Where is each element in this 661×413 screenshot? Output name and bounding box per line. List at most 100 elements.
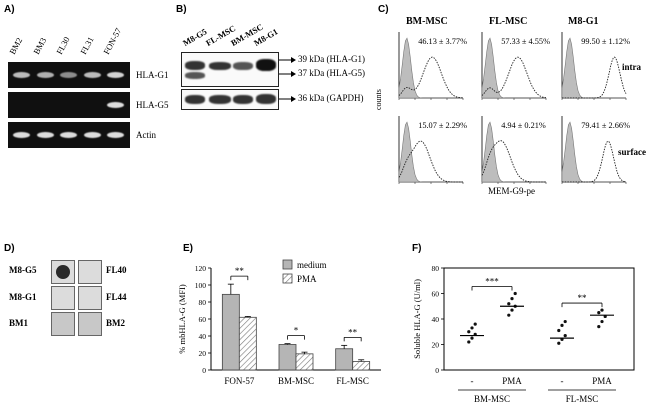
dot-label-bm1: BM1	[9, 318, 28, 328]
f-point	[557, 328, 561, 333]
lane-label-0: BM2	[7, 35, 25, 56]
facs-percent: 57.33 ± 4.55%	[501, 37, 550, 46]
gel-band	[83, 72, 101, 78]
f-point	[507, 313, 511, 317]
label-37kda: 37 kDa (HLA-G5)	[298, 68, 365, 78]
panel-c-label: C)	[378, 4, 389, 15]
f-ytick: 60	[432, 290, 440, 299]
f-point	[470, 336, 474, 340]
isotype-histogram	[481, 121, 546, 183]
facs-plot-r1-c1: 4.94 ± 0.21%	[481, 116, 547, 184]
e-ylabel: % mbHLA-G (MFI)	[177, 284, 187, 354]
panel-d-label: D)	[4, 243, 15, 254]
e-significance: *	[294, 326, 299, 336]
e-bar-medium-FON-57	[221, 293, 240, 371]
e-bar-medium-FL-MSC	[335, 348, 354, 371]
e-ytick: 120	[195, 264, 207, 273]
f-point	[597, 325, 601, 329]
label-39kda: 39 kDa (HLA-G1)	[298, 54, 365, 64]
gel-band	[107, 132, 124, 138]
dot-label-m8-g1: M8-G1	[9, 292, 37, 302]
row-surface: surface	[618, 147, 646, 157]
e-bar-medium-BM-MSC	[278, 344, 297, 371]
gel-band	[36, 132, 54, 138]
f-condition-label: PMA	[592, 376, 612, 386]
e-ytick: 100	[195, 281, 207, 290]
f-point	[600, 308, 604, 312]
f-point	[510, 297, 514, 301]
stained-histogram	[481, 140, 546, 183]
lane-label-4: FON-57	[101, 26, 124, 56]
dot-fl44	[78, 286, 102, 310]
lane-label-1: BM3	[30, 35, 48, 56]
f-point	[510, 308, 514, 312]
dot-label-fl40: FL40	[106, 265, 127, 275]
isotype-histogram	[398, 37, 463, 99]
panel-b-arrows	[279, 57, 296, 102]
bar-chart-e: 0 20 40 60 80 100 120 % mbHLA-G (MFI) ** FON-57 * B…	[177, 259, 381, 386]
facs-percent: 4.94 ± 0.21%	[501, 121, 546, 130]
facs-percent: 15.07 ± 2.29%	[418, 121, 467, 130]
dot-label-fl44: FL44	[106, 292, 127, 302]
flow-cytometry-grid: 46.13 ± 3.77% 57.33 ± 4.55% 99.50 ± 1.12% 1…	[398, 32, 630, 184]
f-group-1: FL-MSC	[566, 394, 599, 404]
e-bar-PMA-FL-MSC	[352, 361, 371, 371]
gel-row-label-0: HLA-G1	[136, 70, 169, 80]
e-legend-label-1: PMA	[297, 274, 317, 284]
e-category-1: BM-MSC	[278, 376, 314, 386]
gel-band	[107, 102, 124, 108]
f-point	[563, 319, 567, 324]
f-point	[597, 311, 601, 315]
f-point	[473, 322, 477, 326]
western-blot-gapdh	[181, 89, 279, 110]
facs-plot-r1-c0: 15.07 ± 2.29%	[398, 116, 467, 184]
label-36kda: 36 kDa (GAPDH)	[298, 93, 364, 103]
f-point	[560, 323, 564, 327]
e-bar-PMA-BM-MSC	[295, 353, 314, 371]
stained-histogram	[398, 56, 464, 99]
e-ytick: 80	[199, 298, 207, 307]
f-point	[600, 319, 604, 324]
e-legend-swatch-1	[282, 273, 293, 284]
lane-label-2: FL30	[54, 35, 72, 56]
stained-histogram	[481, 56, 547, 99]
f-condition-label: PMA	[502, 376, 522, 386]
scatter-chart-f: 0 20 40 60 80 Soluble HLA-G (U/ml) - PMA *** BM-M…	[412, 264, 635, 404]
f-ytick: 20	[432, 341, 440, 350]
gel-band	[13, 72, 30, 78]
gel-band	[36, 72, 54, 78]
dot-bm1	[51, 312, 75, 336]
panel-b-label: B)	[176, 4, 187, 15]
f-significance: **	[578, 293, 588, 303]
f-ytick: 0	[435, 366, 439, 375]
col-fl-msc: FL-MSC	[489, 16, 528, 27]
e-significance: **	[235, 266, 245, 276]
isotype-histogram	[561, 37, 626, 99]
f-ytick: 40	[432, 315, 440, 324]
f-point	[563, 333, 567, 338]
f-group-0: BM-MSC	[474, 394, 510, 404]
dot-m8-g5	[51, 260, 75, 284]
e-ytick: 0	[202, 366, 206, 375]
isotype-histogram	[561, 121, 626, 183]
stained-histogram	[398, 140, 463, 183]
western-blot-top	[181, 52, 279, 87]
facs-plot-r0-c0: 46.13 ± 3.77%	[398, 32, 467, 100]
e-ytick: 60	[199, 315, 207, 324]
dot-m8-g1	[51, 286, 75, 310]
gel-band	[83, 132, 101, 138]
gel-row-1	[8, 92, 130, 118]
dot-label-bm2: BM2	[106, 318, 125, 328]
gel-row-0	[8, 62, 130, 88]
facs-percent: 99.50 ± 1.12%	[581, 37, 630, 46]
f-point	[467, 330, 471, 334]
f-ylabel: Soluble HLA-G (U/ml)	[412, 279, 422, 359]
lane-label-3: FL31	[77, 35, 96, 56]
f-point	[513, 291, 517, 296]
gel-band	[107, 72, 124, 78]
e-legend-label-0: medium	[297, 260, 327, 270]
e-category-2: FL-MSC	[336, 376, 369, 386]
dot-bm2	[78, 312, 102, 336]
facs-percent: 79.41 ± 2.66%	[581, 121, 630, 130]
e-category-0: FON-57	[224, 376, 255, 386]
